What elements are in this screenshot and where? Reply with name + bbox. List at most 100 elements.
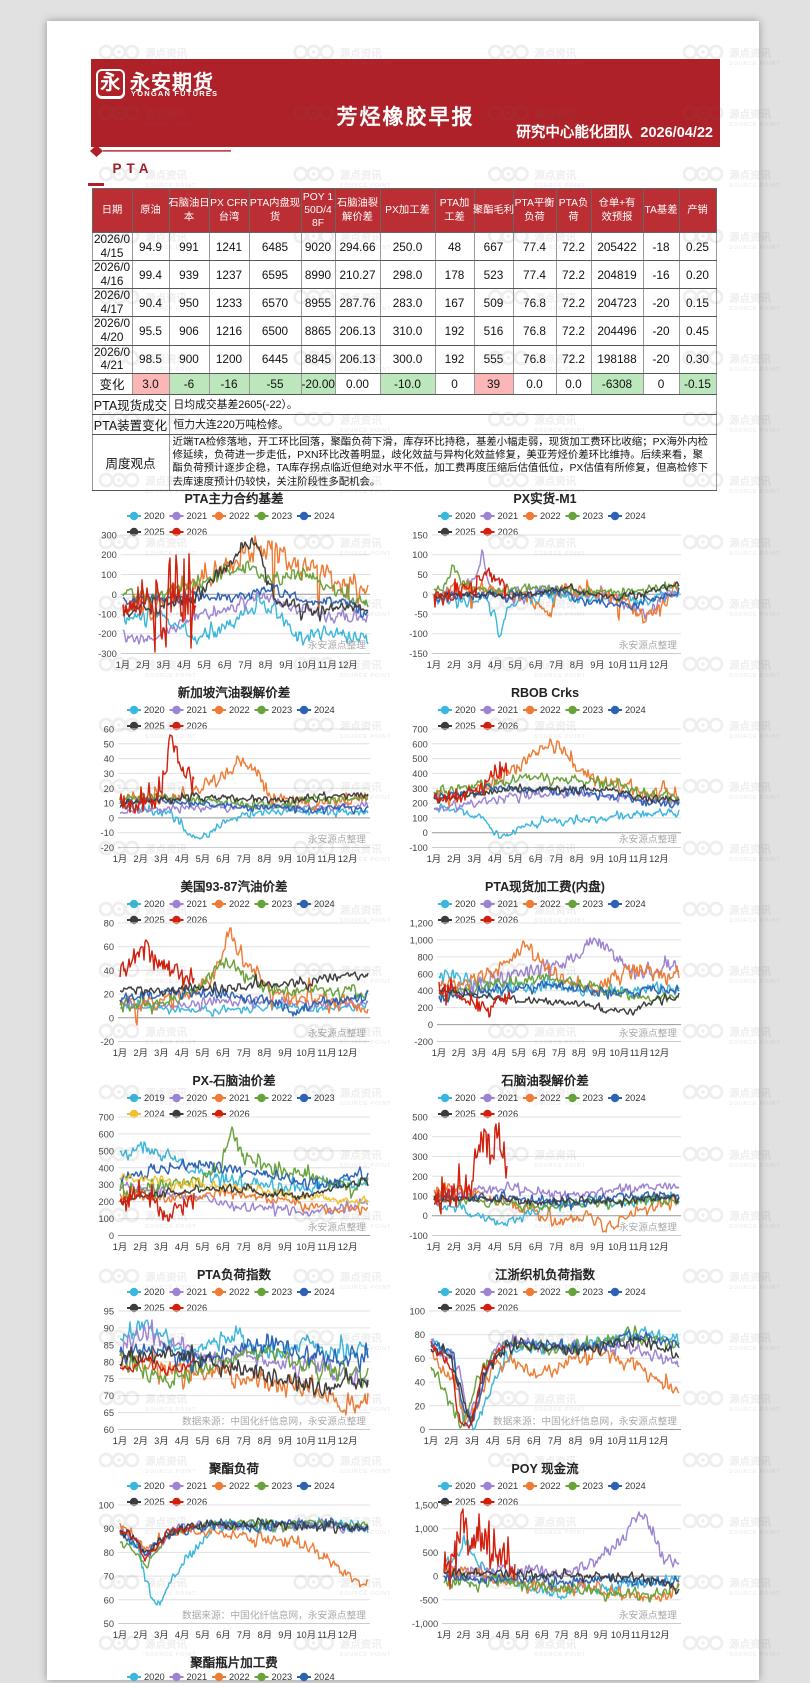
svg-text:2023: 2023 bbox=[583, 511, 604, 521]
svg-text:7月: 7月 bbox=[237, 1242, 251, 1252]
svg-text:9月: 9月 bbox=[279, 660, 293, 670]
svg-text:2022: 2022 bbox=[229, 1287, 250, 1297]
svg-text:PTA现货加工费(内盘): PTA现货加工费(内盘) bbox=[485, 879, 605, 894]
svg-text:3月: 3月 bbox=[476, 1630, 490, 1640]
svg-text:11月: 11月 bbox=[628, 1436, 647, 1446]
svg-text:2023: 2023 bbox=[272, 1481, 293, 1491]
svg-text:400: 400 bbox=[98, 1163, 114, 1173]
svg-text:2024: 2024 bbox=[625, 1093, 646, 1103]
svg-text:2023: 2023 bbox=[272, 511, 293, 521]
svg-text:-10: -10 bbox=[101, 828, 114, 838]
svg-text:2022: 2022 bbox=[229, 511, 250, 521]
svg-text:8月: 8月 bbox=[570, 854, 584, 864]
svg-text:5月: 5月 bbox=[508, 660, 522, 670]
svg-text:2021: 2021 bbox=[498, 705, 519, 715]
svg-text:10月: 10月 bbox=[611, 1630, 631, 1640]
svg-text:200: 200 bbox=[412, 799, 428, 809]
svg-text:9月: 9月 bbox=[278, 854, 292, 864]
svg-text:2020: 2020 bbox=[455, 1287, 476, 1297]
svg-text:-100: -100 bbox=[409, 843, 428, 853]
svg-text:200: 200 bbox=[417, 1003, 433, 1013]
svg-text:永安源点整理: 永安源点整理 bbox=[308, 639, 366, 652]
svg-text:7月: 7月 bbox=[549, 854, 563, 864]
svg-text:600: 600 bbox=[412, 739, 428, 749]
svg-text:12月: 12月 bbox=[338, 1436, 358, 1446]
svg-text:9月: 9月 bbox=[592, 1048, 606, 1058]
svg-text:100: 100 bbox=[412, 550, 428, 560]
svg-text:10月: 10月 bbox=[296, 1242, 316, 1252]
svg-text:永安源点整理: 永安源点整理 bbox=[308, 1027, 366, 1040]
svg-text:-20: -20 bbox=[101, 1037, 114, 1047]
svg-text:2023: 2023 bbox=[272, 899, 293, 909]
svg-text:70: 70 bbox=[104, 1572, 114, 1582]
svg-text:-100: -100 bbox=[409, 1231, 428, 1241]
svg-text:2月: 2月 bbox=[133, 1436, 147, 1446]
svg-text:2025: 2025 bbox=[144, 1303, 165, 1313]
svg-text:2023: 2023 bbox=[272, 1672, 293, 1682]
svg-text:2025: 2025 bbox=[455, 1303, 476, 1313]
svg-text:2020: 2020 bbox=[187, 1093, 208, 1103]
svg-text:1,000: 1,000 bbox=[415, 1524, 438, 1534]
svg-text:2月: 2月 bbox=[133, 1048, 147, 1058]
svg-text:40: 40 bbox=[104, 754, 114, 764]
svg-text:2月: 2月 bbox=[447, 1242, 461, 1252]
svg-text:100: 100 bbox=[412, 813, 428, 823]
svg-text:2024: 2024 bbox=[625, 705, 646, 715]
svg-text:100: 100 bbox=[98, 1501, 114, 1511]
svg-text:60: 60 bbox=[415, 1354, 425, 1364]
svg-text:7月: 7月 bbox=[549, 660, 563, 670]
svg-text:2025: 2025 bbox=[144, 915, 165, 925]
svg-text:数据来源：中国化纤信息网，永安源点整理: 数据来源：中国化纤信息网，永安源点整理 bbox=[182, 1609, 366, 1622]
svg-text:2022: 2022 bbox=[540, 899, 561, 909]
svg-text:300: 300 bbox=[412, 784, 428, 794]
svg-text:85: 85 bbox=[104, 1340, 114, 1350]
svg-text:80: 80 bbox=[415, 1330, 425, 1340]
svg-text:10月: 10月 bbox=[608, 660, 628, 670]
svg-text:5月: 5月 bbox=[507, 1436, 521, 1446]
svg-text:0: 0 bbox=[109, 1231, 114, 1241]
svg-text:2024: 2024 bbox=[144, 1109, 165, 1119]
svg-text:2024: 2024 bbox=[625, 899, 646, 909]
svg-text:2020: 2020 bbox=[455, 899, 476, 909]
svg-text:2021: 2021 bbox=[498, 899, 519, 909]
svg-text:9月: 9月 bbox=[278, 1242, 292, 1252]
svg-text:10月: 10月 bbox=[608, 854, 628, 864]
svg-text:0: 0 bbox=[428, 1020, 433, 1030]
svg-text:2022: 2022 bbox=[540, 705, 561, 715]
svg-text:-300: -300 bbox=[98, 649, 117, 659]
svg-text:2024: 2024 bbox=[314, 511, 335, 521]
svg-text:9月: 9月 bbox=[594, 1630, 608, 1640]
svg-text:新加坡汽油裂解价差: 新加坡汽油裂解价差 bbox=[178, 685, 291, 700]
svg-text:聚酯负荷: 聚酯负荷 bbox=[208, 1461, 260, 1476]
svg-text:50: 50 bbox=[104, 739, 114, 749]
svg-text:11月: 11月 bbox=[630, 1048, 649, 1058]
svg-text:11月: 11月 bbox=[317, 1436, 336, 1446]
svg-text:3月: 3月 bbox=[154, 1242, 168, 1252]
svg-text:3月: 3月 bbox=[467, 854, 481, 864]
svg-text:2024: 2024 bbox=[314, 1481, 335, 1491]
svg-text:8月: 8月 bbox=[258, 1242, 272, 1252]
svg-text:2019: 2019 bbox=[144, 1093, 165, 1103]
svg-text:1,500: 1,500 bbox=[415, 1501, 438, 1511]
svg-text:PX-石脑油价差: PX-石脑油价差 bbox=[192, 1073, 275, 1088]
svg-text:11月: 11月 bbox=[317, 1048, 336, 1058]
svg-text:9月: 9月 bbox=[589, 1436, 603, 1446]
svg-text:300: 300 bbox=[412, 1152, 428, 1162]
svg-text:7月: 7月 bbox=[549, 1242, 563, 1252]
svg-text:2025: 2025 bbox=[455, 721, 476, 731]
svg-text:1月: 1月 bbox=[113, 1048, 127, 1058]
svg-text:200: 200 bbox=[412, 1172, 428, 1182]
svg-text:PTA负荷指数: PTA负荷指数 bbox=[197, 1267, 272, 1282]
svg-text:1月: 1月 bbox=[116, 660, 130, 670]
svg-text:2025: 2025 bbox=[144, 721, 165, 731]
svg-text:300: 300 bbox=[98, 1180, 114, 1190]
svg-text:8月: 8月 bbox=[570, 660, 584, 670]
svg-text:永安源点整理: 永安源点整理 bbox=[619, 639, 677, 652]
svg-text:0: 0 bbox=[109, 1013, 114, 1023]
svg-text:6月: 6月 bbox=[216, 854, 230, 864]
svg-text:5月: 5月 bbox=[196, 1630, 210, 1640]
svg-text:700: 700 bbox=[98, 1113, 114, 1123]
svg-text:2024: 2024 bbox=[625, 511, 646, 521]
svg-text:8月: 8月 bbox=[258, 1630, 272, 1640]
svg-text:8月: 8月 bbox=[258, 1436, 272, 1446]
